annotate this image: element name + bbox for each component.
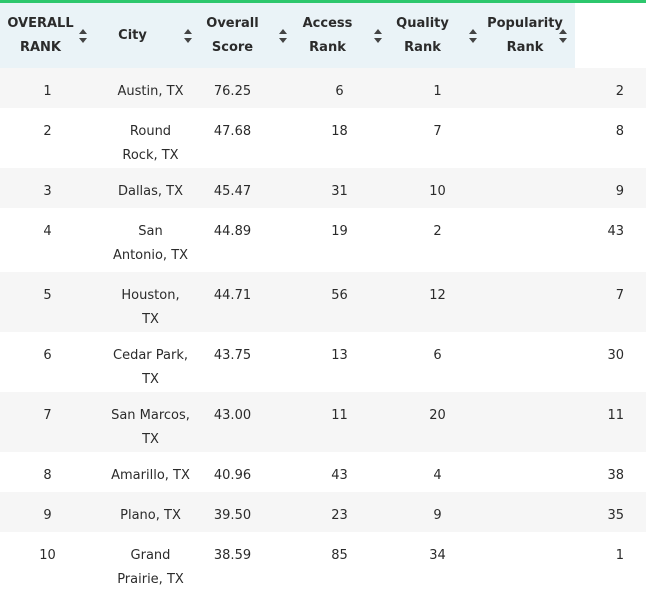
rank-cell: 4 [0, 208, 95, 272]
accent-bar [0, 0, 646, 3]
quality-cell: 1 [390, 68, 485, 108]
popularity-cell: 43 [485, 208, 646, 272]
header-spacer [575, 3, 646, 68]
city-cell: Cedar Park, TX [95, 332, 200, 392]
header-label: Popularity Rank [487, 15, 563, 55]
rankings-table: OVERALL RANK City Overall Score Access R… [0, 3, 646, 596]
quality-cell: 12 [390, 272, 485, 332]
sort-icon[interactable] [279, 28, 287, 43]
header-overall-score[interactable]: Overall Score [200, 3, 295, 68]
header-city[interactable]: City [95, 3, 200, 68]
header-label: City [118, 27, 147, 43]
quality-cell: 10 [390, 168, 485, 208]
score-cell: 40.96 [200, 452, 295, 492]
city-cell: Plano, TX [95, 492, 200, 532]
quality-cell: 4 [390, 452, 485, 492]
popularity-cell: 38 [485, 452, 646, 492]
table-row: 8 Amarillo, TX 40.96 43 4 38 [0, 452, 646, 492]
city-cell: Grand Prairie, TX [95, 532, 200, 596]
rank-cell: 7 [0, 392, 95, 452]
header-label: Access Rank [302, 15, 353, 55]
sort-icon[interactable] [374, 28, 382, 43]
popularity-cell: 2 [485, 68, 646, 108]
sort-icon[interactable] [184, 28, 192, 43]
table-row: 9 Plano, TX 39.50 23 9 35 [0, 492, 646, 532]
score-cell: 38.59 [200, 532, 295, 596]
quality-cell: 2 [390, 208, 485, 272]
table-row: 10 Grand Prairie, TX 38.59 85 34 1 [0, 532, 646, 596]
sort-icon[interactable] [469, 28, 477, 43]
score-cell: 47.68 [200, 108, 295, 168]
access-cell: 23 [295, 492, 390, 532]
table-row: 3 Dallas, TX 45.47 31 10 9 [0, 168, 646, 208]
rank-cell: 2 [0, 108, 95, 168]
header-overall-rank[interactable]: OVERALL RANK [0, 3, 95, 68]
table-row: 6 Cedar Park, TX 43.75 13 6 30 [0, 332, 646, 392]
city-cell: Round Rock, TX [95, 108, 200, 168]
city-cell: Houston, TX [95, 272, 200, 332]
table-row: 7 San Marcos, TX 43.00 11 20 11 [0, 392, 646, 452]
table-row: 1 Austin, TX 76.25 6 1 2 [0, 68, 646, 108]
access-cell: 11 [295, 392, 390, 452]
popularity-cell: 8 [485, 108, 646, 168]
city-cell: San Antonio, TX [95, 208, 200, 272]
score-cell: 39.50 [200, 492, 295, 532]
header-quality-rank[interactable]: Quality Rank [390, 3, 485, 68]
header-access-rank[interactable]: Access Rank [295, 3, 390, 68]
score-cell: 43.75 [200, 332, 295, 392]
rank-cell: 1 [0, 68, 95, 108]
quality-cell: 9 [390, 492, 485, 532]
popularity-cell: 11 [485, 392, 646, 452]
access-cell: 43 [295, 452, 390, 492]
popularity-cell: 1 [485, 532, 646, 596]
quality-cell: 7 [390, 108, 485, 168]
table-row: 2 Round Rock, TX 47.68 18 7 8 [0, 108, 646, 168]
quality-cell: 34 [390, 532, 485, 596]
table-row: 5 Houston, TX 44.71 56 12 7 [0, 272, 646, 332]
table-row: 4 San Antonio, TX 44.89 19 2 43 [0, 208, 646, 272]
city-cell: Austin, TX [95, 68, 200, 108]
sort-icon[interactable] [559, 28, 567, 43]
access-cell: 6 [295, 68, 390, 108]
header-label: Overall Score [206, 15, 259, 55]
popularity-cell: 7 [485, 272, 646, 332]
access-cell: 18 [295, 108, 390, 168]
popularity-cell: 30 [485, 332, 646, 392]
popularity-cell: 9 [485, 168, 646, 208]
rank-cell: 8 [0, 452, 95, 492]
score-cell: 44.89 [200, 208, 295, 272]
score-cell: 44.71 [200, 272, 295, 332]
rank-cell: 6 [0, 332, 95, 392]
access-cell: 85 [295, 532, 390, 596]
popularity-cell: 35 [485, 492, 646, 532]
quality-cell: 20 [390, 392, 485, 452]
sort-icon[interactable] [79, 28, 87, 43]
access-cell: 19 [295, 208, 390, 272]
city-cell: Amarillo, TX [95, 452, 200, 492]
rank-cell: 10 [0, 532, 95, 596]
access-cell: 56 [295, 272, 390, 332]
rank-cell: 9 [0, 492, 95, 532]
access-cell: 13 [295, 332, 390, 392]
city-cell: Dallas, TX [95, 168, 200, 208]
rank-cell: 3 [0, 168, 95, 208]
access-cell: 31 [295, 168, 390, 208]
header-label: Quality Rank [396, 15, 449, 55]
header-row: OVERALL RANK City Overall Score Access R… [0, 3, 646, 68]
score-cell: 76.25 [200, 68, 295, 108]
score-cell: 43.00 [200, 392, 295, 452]
score-cell: 45.47 [200, 168, 295, 208]
header-popularity-rank[interactable]: Popularity Rank [485, 3, 575, 68]
city-cell: San Marcos, TX [95, 392, 200, 452]
header-label: OVERALL RANK [7, 15, 74, 55]
rank-cell: 5 [0, 272, 95, 332]
quality-cell: 6 [390, 332, 485, 392]
